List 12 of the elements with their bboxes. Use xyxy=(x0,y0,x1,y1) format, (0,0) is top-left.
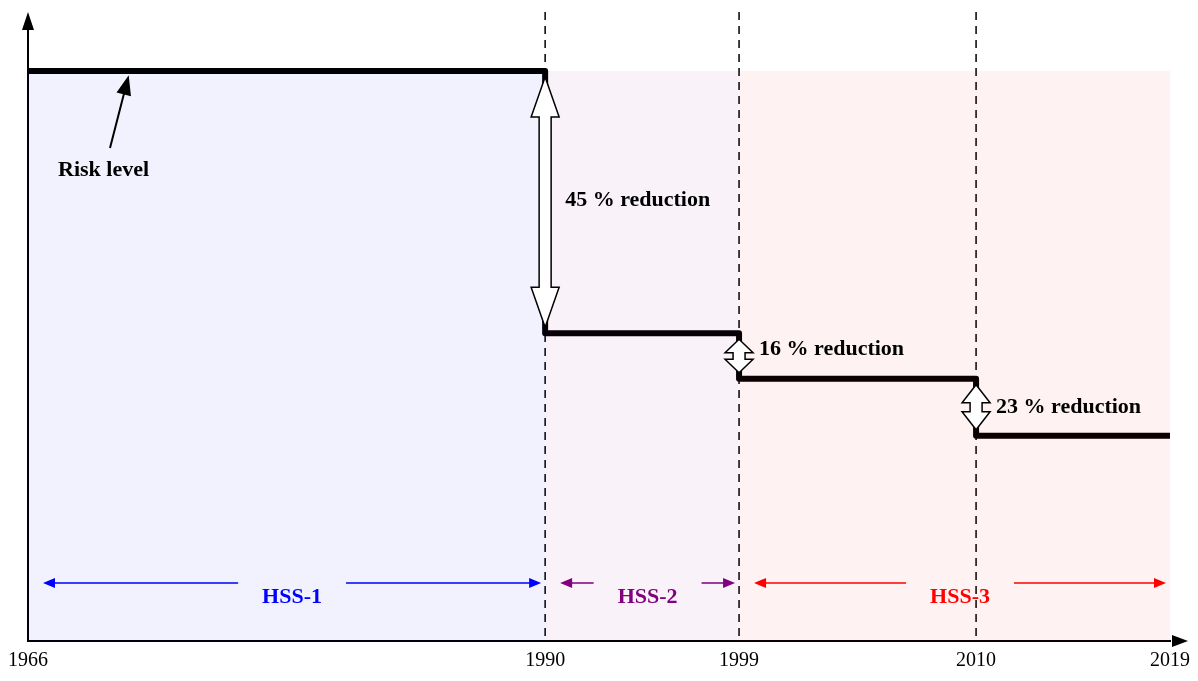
annotation: 45 % reduction xyxy=(565,186,711,213)
band-label: HSS-3 xyxy=(930,582,990,608)
annotation: 16 % reduction xyxy=(759,335,905,362)
annotation: 23 % reduction xyxy=(996,392,1142,419)
x-tick-label: 2019 xyxy=(1150,648,1190,671)
x-tick-label: 1966 xyxy=(8,648,48,671)
band-label: HSS-1 xyxy=(262,582,323,608)
text: Risk level xyxy=(58,156,150,182)
x-tick-label: 1999 xyxy=(719,648,760,671)
band-label: HSS-2 xyxy=(617,582,678,608)
x-tick-label: 2010 xyxy=(956,648,997,671)
x-tick-label: 1990 xyxy=(525,648,566,671)
